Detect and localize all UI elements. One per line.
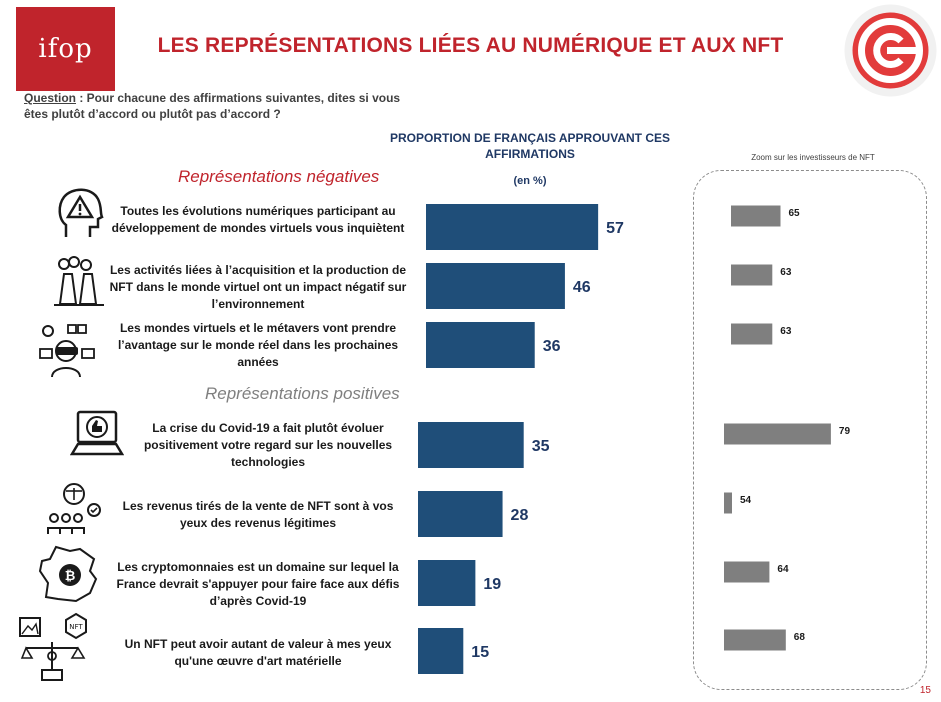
- zoom-bar-value: 65: [789, 208, 801, 219]
- main-bar: [418, 560, 476, 606]
- section-negative-label: Représentations négatives: [178, 167, 380, 186]
- statement-label: Les cryptomonnaies est un domaine sur le…: [116, 560, 400, 608]
- zoom-title: Zoom sur les investisseurs de NFT: [713, 153, 913, 162]
- main-bar: [426, 204, 599, 250]
- zoom-bar: [731, 264, 773, 286]
- art-nft-balance-icon: NFT: [19, 612, 87, 681]
- zoom-bar-value: 64: [777, 564, 789, 575]
- page-number: 15: [919, 685, 931, 696]
- main-bar-value: 46: [573, 279, 591, 296]
- zoom-bar: [724, 423, 831, 445]
- question-label: Question: [24, 91, 77, 105]
- question-body: : Pour chacune des affirmations suivante…: [24, 91, 401, 121]
- main-bar-value: 15: [471, 644, 489, 661]
- laptop-thumbs-up-icon: [70, 410, 124, 456]
- zoom-bar: [724, 561, 770, 583]
- chart-header: PROPORTION DE FRANÇAIS APPROUVANT CES AF…: [389, 131, 671, 161]
- zoom-bar-value: 63: [780, 267, 792, 278]
- france-bitcoin-icon: ₿: [38, 545, 98, 603]
- head-warning-icon: [58, 188, 104, 237]
- factory-pollution-icon: [54, 256, 104, 306]
- scale-people-icon: [47, 483, 101, 534]
- main-bar: [418, 628, 464, 674]
- question-text: Question : Pour chacune des affirmations…: [24, 90, 404, 122]
- main-bar-value: 35: [532, 438, 550, 455]
- zoom-bar: [731, 323, 773, 345]
- statement-label: Toutes les évolutions numériques partici…: [111, 204, 405, 235]
- zoom-panel: [693, 170, 927, 690]
- unit-label: (en %): [513, 175, 547, 187]
- zoom-bar: [724, 629, 786, 651]
- statement-label: Les mondes virtuels et le métavers vont …: [117, 321, 399, 369]
- page-title: LES REPRÉSENTATIONS LIÉES AU NUMÉRIQUE E…: [157, 34, 784, 57]
- main-bar-value: 36: [543, 338, 561, 355]
- main-bar: [418, 491, 503, 537]
- main-bar: [426, 322, 535, 368]
- statement-label: La crise du Covid-19 a fait plutôt évolu…: [143, 421, 393, 469]
- main-bar-value: 57: [606, 220, 624, 237]
- zoom-bar-value: 54: [740, 495, 752, 506]
- zoom-bar-value: 68: [794, 632, 806, 643]
- svg-text:NFT: NFT: [69, 623, 83, 631]
- virtual-reality-icon: [39, 324, 95, 378]
- ifop-logo: ifop: [16, 7, 115, 91]
- zoom-bar-value: 79: [839, 426, 851, 437]
- section-positive-label: Représentations positives: [205, 384, 400, 403]
- main-bar: [426, 263, 565, 309]
- svg-text:₿: ₿: [65, 569, 76, 584]
- statement-label: Les activités liées à l’acquisition et l…: [109, 263, 407, 311]
- zoom-bar: [724, 492, 732, 514]
- brand-logo-icon: [844, 4, 937, 97]
- main-bar-value: 28: [511, 507, 529, 524]
- statement-label: Les revenus tirés de la vente de NFT son…: [122, 499, 394, 530]
- zoom-bar: [731, 205, 781, 227]
- main-bar-value: 19: [483, 576, 501, 593]
- zoom-bar-value: 63: [780, 326, 792, 337]
- statement-label: Un NFT peut avoir autant de valeur à mes…: [124, 637, 392, 668]
- main-bar: [418, 422, 524, 468]
